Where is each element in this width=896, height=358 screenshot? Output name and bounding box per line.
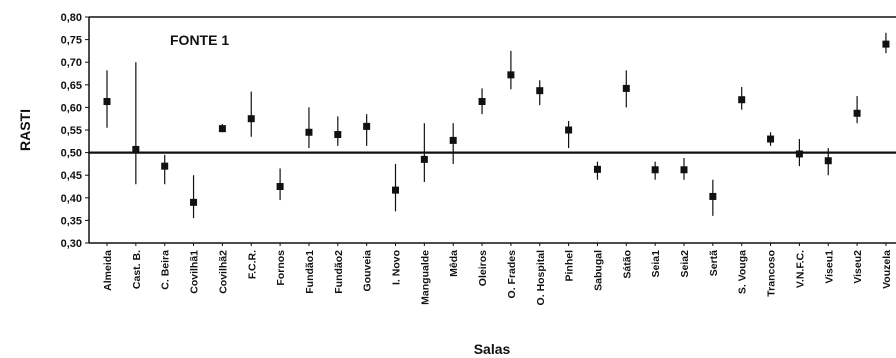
y-tick-label: 0,45	[61, 170, 82, 182]
x-tick-label: Fornos	[275, 250, 287, 286]
data-point	[449, 136, 457, 144]
y-tick-label: 0,80	[61, 12, 82, 24]
x-tick-label: Oleiros	[477, 250, 489, 286]
x-tick-label: Covilhã2	[217, 250, 229, 294]
x-tick-label: Sabugal	[592, 250, 604, 291]
data-point	[853, 109, 861, 117]
x-tick-label: S. Vouga	[737, 250, 749, 294]
data-marks	[103, 32, 890, 246]
y-tick-label: 0,35	[61, 215, 82, 227]
data-point	[478, 98, 486, 106]
y-tick-label: 0,55	[61, 125, 82, 137]
data-point	[536, 87, 544, 95]
data-point	[305, 128, 313, 136]
x-axis-title: Salas	[474, 341, 511, 357]
y-tick-label: 0,50	[61, 148, 82, 160]
data-point	[392, 186, 399, 194]
data-point	[276, 183, 284, 190]
x-tick-label: Fundão1	[304, 250, 316, 294]
data-point	[824, 157, 832, 165]
x-tick-label: Vouzela	[881, 250, 893, 289]
data-point	[622, 84, 630, 92]
data-point	[363, 122, 371, 130]
x-tick-label: Mêda	[448, 250, 460, 277]
y-tick-label: 0,70	[61, 57, 82, 69]
x-tick-label: F.C.R.	[246, 250, 258, 279]
x-tick-label: Viseu1	[823, 250, 835, 284]
data-point	[651, 166, 659, 174]
x-tick-label: C. Beira	[160, 250, 172, 290]
x-tick-label: Gouveia	[362, 250, 374, 292]
data-point	[738, 96, 746, 104]
data-point	[161, 162, 169, 170]
data-point	[767, 135, 775, 143]
data-point	[247, 115, 255, 123]
y-tick-label: 0,60	[61, 102, 82, 114]
y-axis-title: RASTI	[17, 109, 33, 151]
x-tick-label: V.N.F.C.	[794, 250, 806, 288]
plot-frame	[88, 16, 896, 244]
x-tick-label: Seia2	[679, 250, 691, 278]
x-tick-label: Seia1	[650, 250, 662, 278]
x-tick-label: Fundão2	[333, 250, 345, 294]
y-tick-label: 0,40	[61, 193, 82, 205]
data-point	[334, 131, 342, 139]
chart-annotation: FONTE 1	[170, 32, 229, 48]
x-tick-label: Covilhã1	[189, 250, 201, 294]
data-point	[218, 125, 226, 133]
x-tick-label: Sátão	[621, 250, 633, 279]
x-axis-tick-labels: Almeida Cast. B. C. Beira Covilhã1 Covilhã2 F…	[102, 250, 893, 306]
x-tick-label: Pinhel	[564, 250, 576, 282]
x-tick-label: I. Novo	[391, 250, 403, 285]
data-point	[680, 166, 688, 174]
y-tick-label: 0,65	[61, 80, 82, 92]
data-point	[132, 145, 140, 153]
x-tick-label: Trancoso	[766, 250, 778, 297]
data-point	[882, 40, 890, 48]
y-axis-ticks: 0,30 0,35 0,40 0,45 0,50 0,55 0,60 0,65 0,70 0,75…	[61, 12, 89, 250]
data-point	[565, 126, 573, 134]
x-tick-label: O. Frades	[506, 250, 518, 299]
x-tick-label: Almeida	[102, 250, 114, 291]
data-point	[795, 150, 803, 158]
x-tick-label: Cast. B.	[131, 250, 143, 289]
data-point	[420, 155, 428, 163]
data-point	[507, 71, 515, 79]
x-tick-label: O. Hospital	[535, 250, 547, 306]
data-point	[593, 165, 601, 173]
data-point	[190, 198, 198, 206]
x-tick-label: Mangualde	[419, 250, 431, 305]
y-tick-label: 0,75	[61, 35, 82, 47]
y-tick-label: 0,30	[61, 238, 82, 250]
x-tick-label: Viseu2	[852, 250, 864, 284]
data-point	[103, 98, 111, 106]
x-tick-label: Sertã	[708, 250, 720, 276]
data-point	[709, 192, 717, 200]
